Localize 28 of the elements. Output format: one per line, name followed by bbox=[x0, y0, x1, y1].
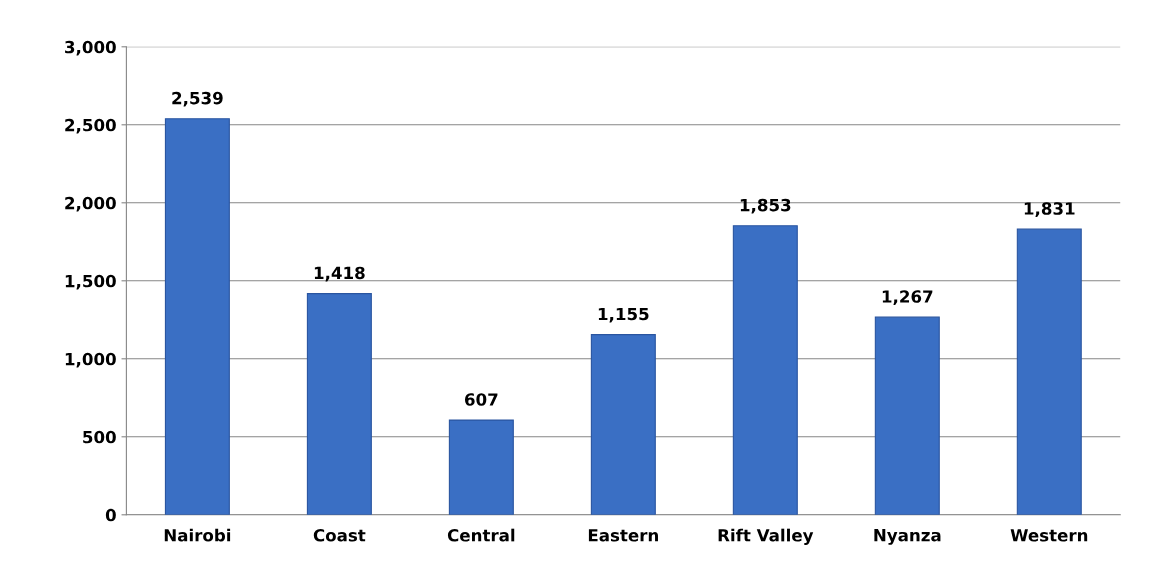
y-tick-label: 2,000 bbox=[65, 196, 116, 212]
y-tick-label: 3,000 bbox=[65, 40, 116, 56]
x-tick-label: Coast bbox=[313, 528, 366, 542]
x-tick-label: Eastern bbox=[588, 529, 658, 542]
y-tick-label: 1,500 bbox=[65, 274, 116, 290]
bar bbox=[590, 334, 656, 515]
bar bbox=[306, 293, 372, 515]
bar bbox=[874, 316, 940, 515]
bar bbox=[1016, 228, 1082, 515]
data-label: 1,267 bbox=[882, 290, 933, 305]
data-label: 1,155 bbox=[598, 307, 649, 323]
bar bbox=[448, 419, 514, 515]
data-label: 607 bbox=[464, 393, 498, 406]
bar bbox=[164, 118, 230, 515]
data-label: 1,831 bbox=[1024, 202, 1075, 217]
y-tick-label: 2,500 bbox=[65, 118, 116, 134]
x-tick-label: Western bbox=[1010, 529, 1088, 542]
y-tick-label: 1,000 bbox=[65, 352, 116, 368]
bar bbox=[732, 225, 798, 515]
data-label: 1,418 bbox=[314, 266, 365, 282]
x-tick-label: Nyanza bbox=[874, 529, 941, 545]
y-tick-label: 0 bbox=[105, 508, 116, 522]
data-label: 2,539 bbox=[172, 91, 223, 107]
x-tick-label: Rift Valley bbox=[718, 528, 814, 545]
y-tick-label: 500 bbox=[83, 430, 116, 444]
data-label: 1,853 bbox=[740, 198, 791, 214]
x-tick-label: Central bbox=[447, 528, 515, 542]
x-tick-label: Nairobi bbox=[164, 528, 231, 542]
